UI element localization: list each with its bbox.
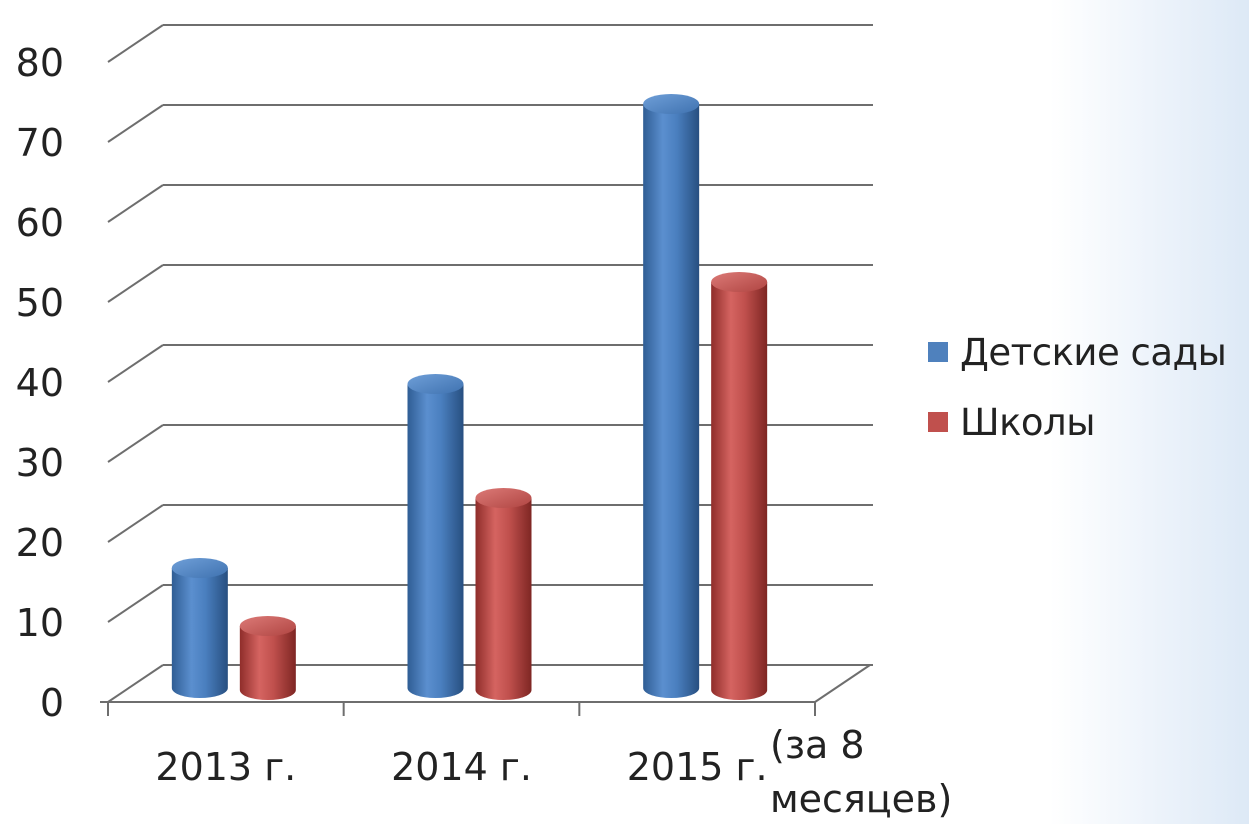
gridline-diagonal	[107, 504, 164, 543]
gridline-diagonal	[107, 584, 164, 623]
axis-labels: 0 10 20 30 40 50 60 70 80 2013 г. 2014 г. 2015 г. (з…	[16, 41, 953, 821]
gridline-diagonal	[107, 184, 164, 223]
y-tick-label: 50	[16, 281, 64, 325]
legend-label-kindergartens: Детские сады	[960, 330, 1227, 374]
bar-kindergartens-2	[643, 94, 700, 698]
y-tick-label: 70	[16, 121, 64, 165]
gridline-diagonal	[107, 104, 164, 143]
y-tick-label: 60	[16, 201, 64, 245]
bar-schools-1	[475, 488, 532, 700]
legend-item-schools: Школы	[928, 400, 1226, 444]
bars	[171, 94, 768, 700]
y-tick-label: 80	[16, 41, 64, 85]
legend-item-kindergartens: Детские сады	[928, 330, 1227, 374]
gridline-diagonal	[107, 344, 164, 383]
x-tick-label: (за 8	[770, 723, 865, 767]
gridline-diagonal	[107, 424, 164, 463]
floor-edge	[814, 664, 871, 703]
gridline-diagonal	[107, 264, 164, 303]
bar-top	[643, 94, 700, 114]
axes	[100, 701, 816, 716]
bar-top	[475, 488, 532, 508]
bar-top	[711, 272, 768, 292]
bar-body	[171, 568, 228, 698]
legend-swatch-schools	[928, 412, 948, 432]
bar-body	[643, 104, 700, 698]
bar-body	[407, 384, 464, 698]
gridline-diagonal	[107, 664, 164, 703]
y-tick-label: 20	[16, 521, 64, 565]
bar-body	[711, 282, 768, 700]
bar-schools-0	[239, 616, 296, 700]
bar-body	[239, 626, 296, 700]
x-tick-label: 2015 г.	[627, 745, 768, 789]
y-tick-label: 10	[16, 601, 64, 645]
x-tick-label: 2014 г.	[391, 745, 532, 789]
legend-swatch-kindergartens	[928, 342, 948, 362]
legend-label-schools: Школы	[960, 400, 1095, 444]
x-tick-label: 2013 г.	[155, 745, 296, 789]
gridline-diagonal	[107, 24, 164, 63]
bar-body	[475, 498, 532, 700]
bar-kindergartens-0	[171, 558, 228, 698]
bar-schools-2	[711, 272, 768, 700]
x-tick-label: месяцев)	[770, 777, 952, 821]
y-tick-label: 0	[40, 681, 64, 725]
bar-top	[239, 616, 296, 636]
bar-kindergartens-1	[407, 374, 464, 698]
bar-top	[407, 374, 464, 394]
legend: Детские сады Школы	[928, 330, 1227, 470]
y-tick-label: 40	[16, 361, 64, 405]
bar-top	[171, 558, 228, 578]
y-tick-label: 30	[16, 441, 64, 485]
